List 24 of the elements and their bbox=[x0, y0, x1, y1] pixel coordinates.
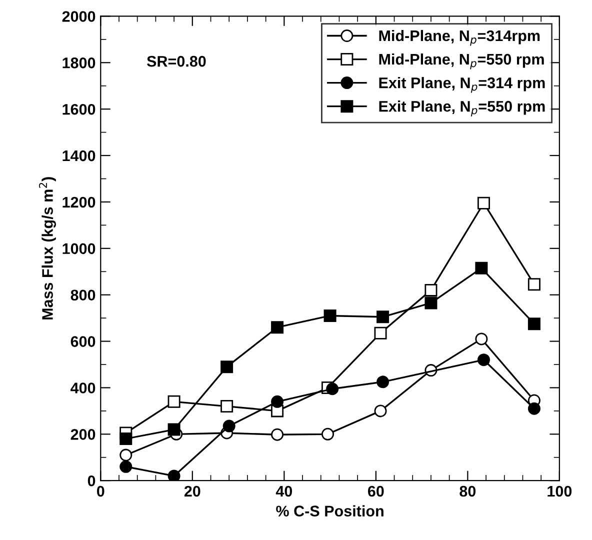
annotation: SR=0.80 bbox=[146, 56, 206, 67]
y-tick-label: 200 bbox=[70, 429, 96, 440]
y-tick-label: 1400 bbox=[62, 150, 96, 162]
y-tick-label: 400 bbox=[70, 382, 96, 394]
x-tick-label: 80 bbox=[460, 486, 476, 497]
y-tick-label: 0 bbox=[88, 475, 96, 486]
y-tick-label: 1800 bbox=[62, 58, 96, 68]
legend-label: Exit Plane, N$_{p}$=550 rpm bbox=[379, 100, 545, 116]
y-axis-title: Mass Flux (kg/s m$^{2}$) bbox=[38, 177, 56, 320]
x-tick-label: 60 bbox=[368, 486, 384, 497]
x-tick-label: 20 bbox=[184, 486, 200, 497]
x-tick-label: 100 bbox=[548, 486, 572, 497]
y-tick-label: 1600 bbox=[62, 104, 96, 115]
legend-label: Exit Plane, N$_{p}$=314 rpm bbox=[379, 77, 545, 93]
legend-label: Mid-Plane, N$_{p}$=314rpm bbox=[379, 30, 540, 46]
y-tick-label: 600 bbox=[70, 336, 96, 347]
x-tick-label: 0 bbox=[96, 486, 104, 497]
y-tick-label: 2000 bbox=[62, 11, 96, 22]
y-tick-label: 1000 bbox=[62, 243, 96, 254]
x-axis-title: % C-S Position bbox=[276, 505, 384, 516]
y-tick-label: 800 bbox=[70, 290, 96, 301]
x-tick-label: 40 bbox=[276, 486, 292, 497]
legend-label: Mid-Plane, N$_{p}$=550 rpm bbox=[379, 53, 544, 70]
y-tick-label: 1200 bbox=[62, 196, 96, 208]
